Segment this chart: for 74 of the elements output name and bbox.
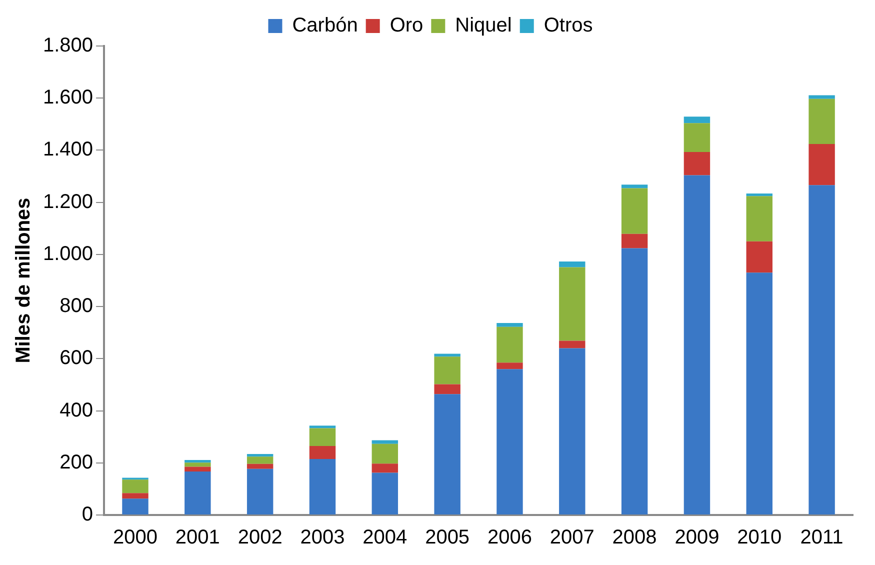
bar xyxy=(372,440,398,444)
x-tick-label: 2006 xyxy=(487,526,532,549)
y-tick-label: 1.400 xyxy=(42,138,94,161)
x-tick-label: 2002 xyxy=(238,526,282,549)
bar xyxy=(372,472,398,514)
bar xyxy=(559,267,586,341)
bar xyxy=(309,458,336,514)
bar xyxy=(434,384,460,394)
y-tick-label: 1.600 xyxy=(42,86,94,109)
bar xyxy=(559,340,586,348)
bar xyxy=(746,272,772,514)
bar xyxy=(309,446,336,459)
bar xyxy=(122,493,148,499)
bar xyxy=(559,348,586,514)
bar xyxy=(808,95,835,99)
x-tick-label: 2001 xyxy=(175,526,220,549)
bar xyxy=(746,241,772,273)
bar xyxy=(184,471,211,514)
bar xyxy=(684,152,710,176)
bar xyxy=(246,464,274,469)
bar xyxy=(808,185,835,514)
x-tick-label: 2000 xyxy=(113,526,158,549)
y-axis-title: Miles de millones xyxy=(12,198,35,364)
bar xyxy=(309,426,336,428)
bar xyxy=(621,248,648,514)
bar xyxy=(372,464,398,473)
x-tick-label: 2011 xyxy=(800,526,844,549)
x-tick-label: 2007 xyxy=(550,526,594,549)
bar xyxy=(496,362,523,370)
y-tick-label: 1.200 xyxy=(42,190,94,213)
bar xyxy=(184,462,211,467)
y-tick-label: 0 xyxy=(82,504,94,526)
bar xyxy=(746,196,772,242)
bar xyxy=(496,326,523,363)
legend-label: Niquel xyxy=(455,14,512,37)
bar xyxy=(621,184,648,188)
y-tick-label: 600 xyxy=(60,347,94,370)
x-tick-label: 2010 xyxy=(737,526,782,549)
bar xyxy=(808,144,835,186)
bar xyxy=(246,454,274,457)
bar xyxy=(309,428,336,446)
bar xyxy=(434,394,460,514)
bar xyxy=(184,466,211,472)
bar xyxy=(246,456,274,464)
x-tick-label: 2008 xyxy=(612,526,657,549)
bar xyxy=(434,356,460,384)
legend-label: Oro xyxy=(390,14,424,37)
bar xyxy=(246,468,274,514)
y-tick-label: 1.800 xyxy=(42,34,94,57)
bar xyxy=(684,116,710,124)
bar xyxy=(559,261,586,268)
bar xyxy=(684,175,710,514)
bar xyxy=(621,234,648,248)
bar xyxy=(372,444,398,464)
bar xyxy=(746,193,772,196)
y-tick-label: 400 xyxy=(60,399,94,422)
bar xyxy=(808,98,835,144)
y-tick-label: 1.000 xyxy=(42,242,94,265)
x-tick-label: 2009 xyxy=(674,526,720,549)
bar xyxy=(122,498,148,514)
bar xyxy=(122,480,148,494)
bar xyxy=(184,460,211,463)
x-tick-label: 2004 xyxy=(362,526,408,549)
y-tick-label: 800 xyxy=(60,295,94,318)
bar xyxy=(684,123,710,152)
bar xyxy=(621,188,648,234)
x-tick-label: 2005 xyxy=(425,526,470,549)
x-tick-label: 2003 xyxy=(300,526,345,549)
bar xyxy=(434,354,460,357)
legend-label: Carbón xyxy=(292,14,358,37)
y-tick-label: 200 xyxy=(60,451,94,474)
bar xyxy=(496,369,523,514)
legend-label: Otros xyxy=(544,14,593,37)
bar xyxy=(496,322,523,327)
